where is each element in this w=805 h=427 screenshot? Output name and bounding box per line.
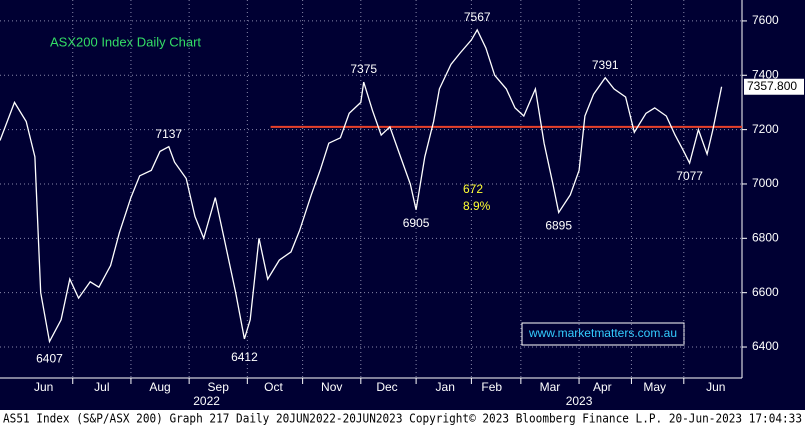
last-value-label: 7357.800 — [747, 79, 797, 93]
y-tick-label: 6400 — [752, 339, 779, 353]
x-tick-label: Jun — [706, 380, 725, 394]
footer: AS51 Index (S&P/ASX 200) Graph 217 Daily… — [3, 412, 802, 426]
move-note: 672 — [463, 182, 483, 196]
x-tick-label: Jun — [34, 380, 53, 394]
watermark-box — [521, 322, 685, 346]
annotation: 6895 — [545, 219, 572, 233]
x-tick-label: Nov — [321, 380, 342, 394]
annotation: 7567 — [464, 10, 491, 24]
annotation: 7391 — [592, 58, 619, 72]
annotation: 6407 — [36, 351, 63, 365]
annotation: 7137 — [155, 127, 182, 141]
annotation: 6905 — [403, 216, 430, 230]
x-tick-label: Jan — [436, 380, 455, 394]
x-tick-label: Dec — [376, 380, 397, 394]
x-tick-label: Apr — [593, 380, 612, 394]
x-group-label: 2023 — [566, 394, 593, 408]
x-tick-label: Jul — [94, 380, 109, 394]
annotation: 7375 — [350, 62, 377, 76]
chart-title: ASX200 Index Daily Chart — [50, 34, 201, 49]
x-tick-label: Sep — [208, 380, 230, 394]
x-tick-label: Aug — [149, 380, 170, 394]
x-tick-label: Mar — [540, 380, 561, 394]
x-group-label: 2022 — [193, 394, 220, 408]
footer-bar — [0, 410, 805, 427]
annotation: 6412 — [231, 350, 258, 364]
last-value-box — [744, 78, 804, 95]
x-tick-label: Oct — [264, 380, 283, 394]
y-tick-label: 7600 — [752, 13, 779, 27]
watermark: www.marketmatters.com.au — [528, 326, 677, 340]
y-tick-label: 6600 — [752, 285, 779, 299]
price-line — [0, 28, 723, 344]
y-tick-label: 7400 — [752, 67, 779, 81]
annotation: 7077 — [676, 169, 703, 183]
move-note: 8.9% — [463, 199, 491, 213]
y-tick-label: 7200 — [752, 122, 779, 136]
y-tick-label: 6800 — [752, 230, 779, 244]
x-tick-label: Feb — [481, 380, 502, 394]
y-tick-label: 7000 — [752, 176, 779, 190]
x-tick-label: May — [643, 380, 666, 394]
